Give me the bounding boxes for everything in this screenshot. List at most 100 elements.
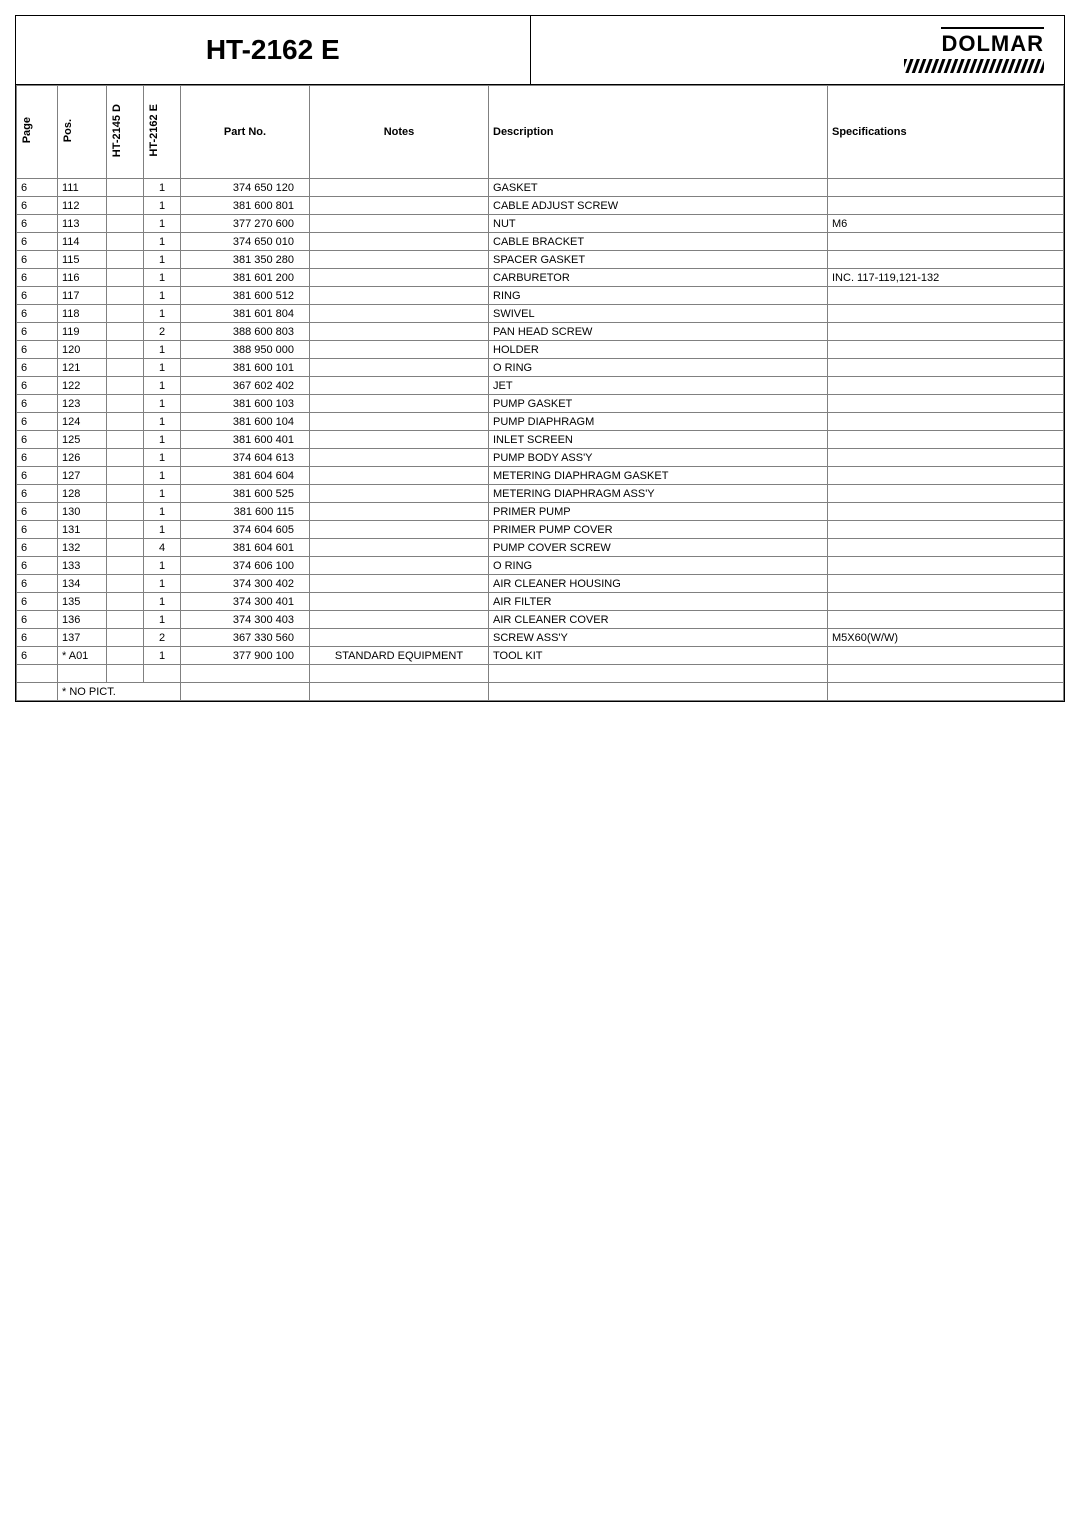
cell-desc: CABLE BRACKET [489,233,828,251]
table-row: 61211381 600 101O RING [17,359,1064,377]
cell-part: 381 600 103 [181,395,310,413]
cell-part: 381 600 115 [181,503,310,521]
cell-desc: PUMP COVER SCREW [489,539,828,557]
page-header: HT-2162 E DOLMAR [16,16,1064,85]
cell-page: 6 [17,287,58,305]
cell-page: 6 [17,215,58,233]
cell-blank [144,665,181,683]
cell-spec [828,647,1064,665]
cell-pos: 123 [58,395,107,413]
cell-d [107,575,144,593]
table-row: 61311374 604 605PRIMER PUMP COVER [17,521,1064,539]
cell-desc: JET [489,377,828,395]
cell-part: 367 602 402 [181,377,310,395]
cell-blank [489,683,828,701]
table-row: 61251381 600 401INLET SCREEN [17,431,1064,449]
cell-page: 6 [17,611,58,629]
cell-desc: AIR CLEANER COVER [489,611,828,629]
cell-blank [17,683,58,701]
table-row: 61341374 300 402AIR CLEANER HOUSING [17,575,1064,593]
cell-e: 1 [144,215,181,233]
col-header-pos: Pos. [58,86,107,179]
cell-e: 2 [144,323,181,341]
cell-spec: M6 [828,215,1064,233]
table-row-footer: * NO PICT. [17,683,1064,701]
table-row: 61261374 604 613PUMP BODY ASS'Y [17,449,1064,467]
cell-d [107,341,144,359]
table-row: 61171381 600 512RING [17,287,1064,305]
cell-desc: PRIMER PUMP [489,503,828,521]
cell-pos: 132 [58,539,107,557]
cell-page: 6 [17,575,58,593]
cell-d [107,503,144,521]
cell-e: 1 [144,575,181,593]
col-header-spec: Specifications [828,86,1064,179]
cell-blank [58,665,107,683]
cell-notes [310,377,489,395]
cell-desc: O RING [489,557,828,575]
cell-e: 1 [144,467,181,485]
cell-e: 1 [144,269,181,287]
cell-part: 381 601 804 [181,305,310,323]
cell-e: 1 [144,251,181,269]
page-container: HT-2162 E DOLMAR Page Pos. HT-2145 D HT-… [15,15,1065,702]
cell-blank [17,665,58,683]
cell-page: 6 [17,341,58,359]
cell-notes [310,467,489,485]
cell-e: 1 [144,359,181,377]
table-row: 61351374 300 401AIR FILTER [17,593,1064,611]
cell-notes [310,179,489,197]
cell-notes [310,503,489,521]
col-header-notes: Notes [310,86,489,179]
col-header-part: Part No. [181,86,310,179]
cell-spec [828,287,1064,305]
cell-e: 1 [144,449,181,467]
cell-spec: INC. 117-119,121-132 [828,269,1064,287]
table-row: 61121381 600 801CABLE ADJUST SCREW [17,197,1064,215]
col-header-page: Page [17,86,58,179]
cell-notes [310,305,489,323]
cell-notes [310,413,489,431]
cell-e: 1 [144,395,181,413]
cell-spec: M5X60(W/W) [828,629,1064,647]
cell-desc: CABLE ADJUST SCREW [489,197,828,215]
cell-d [107,629,144,647]
parts-table: Page Pos. HT-2145 D HT-2162 E Part No. N… [16,85,1064,701]
cell-e: 1 [144,521,181,539]
cell-spec [828,593,1064,611]
cell-desc: METERING DIAPHRAGM ASS'Y [489,485,828,503]
cell-d [107,233,144,251]
cell-pos: 126 [58,449,107,467]
cell-pos: 119 [58,323,107,341]
cell-page: 6 [17,521,58,539]
cell-page: 6 [17,431,58,449]
cell-blank [828,683,1064,701]
cell-part: 367 330 560 [181,629,310,647]
cell-e: 1 [144,485,181,503]
cell-page: 6 [17,323,58,341]
cell-desc: RING [489,287,828,305]
cell-pos: 128 [58,485,107,503]
cell-e: 4 [144,539,181,557]
col-header-e: HT-2162 E [144,86,181,179]
cell-pos: 134 [58,575,107,593]
cell-d [107,467,144,485]
cell-notes [310,233,489,251]
cell-page: 6 [17,467,58,485]
cell-spec [828,485,1064,503]
cell-d [107,197,144,215]
cell-page: 6 [17,413,58,431]
cell-d [107,179,144,197]
cell-page: 6 [17,233,58,251]
cell-spec [828,377,1064,395]
cell-page: 6 [17,557,58,575]
cell-pos: 113 [58,215,107,233]
cell-page: 6 [17,647,58,665]
cell-desc: METERING DIAPHRAGM GASKET [489,467,828,485]
cell-e: 1 [144,557,181,575]
table-row: 61372367 330 560SCREW ASS'YM5X60(W/W) [17,629,1064,647]
table-row: 61161381 601 200CARBURETORINC. 117-119,1… [17,269,1064,287]
cell-page: 6 [17,485,58,503]
cell-notes [310,215,489,233]
cell-e: 1 [144,179,181,197]
